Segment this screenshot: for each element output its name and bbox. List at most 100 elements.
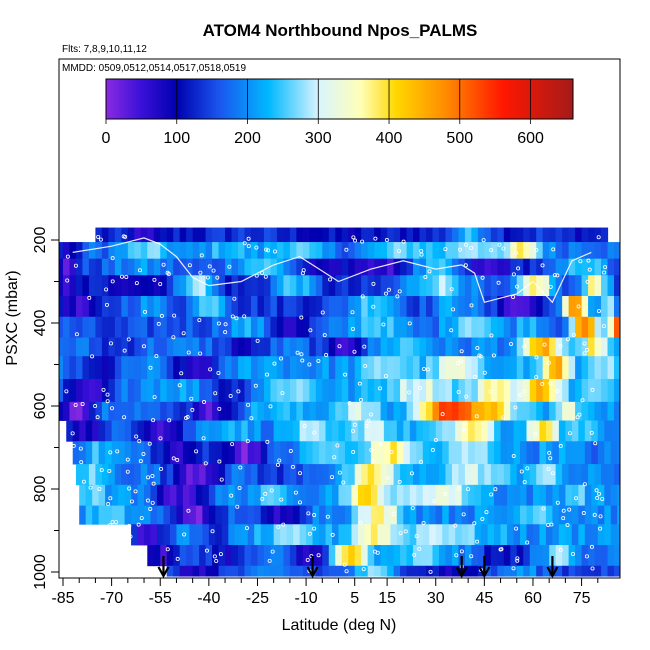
sample-dot xyxy=(161,262,166,267)
sample-dot xyxy=(87,295,92,300)
heatmap-cell xyxy=(121,464,129,486)
heatmap-cell xyxy=(121,316,129,338)
sample-dot xyxy=(234,316,239,321)
heatmap-cell xyxy=(575,379,583,403)
heatmap-cell xyxy=(477,545,485,567)
heatmap-cell xyxy=(542,258,550,276)
heatmap-cell xyxy=(182,505,191,525)
heatmap-cell xyxy=(244,565,252,577)
heatmap-cell xyxy=(516,545,524,567)
heatmap-cell xyxy=(419,296,427,318)
heatmap-cell xyxy=(114,337,122,357)
sample-dot xyxy=(548,284,553,289)
heatmap-cell xyxy=(400,337,408,357)
heatmap-cell xyxy=(354,296,362,318)
heatmap-cell xyxy=(354,356,362,380)
heatmap-cell xyxy=(212,316,220,338)
heatmap-cell xyxy=(247,441,255,465)
heatmap-cell xyxy=(173,316,181,338)
heatmap-cell xyxy=(370,484,378,506)
heatmap-cell xyxy=(215,441,223,465)
heatmap-cell xyxy=(562,275,570,297)
heatmap-cell xyxy=(578,420,586,442)
heatmap-cell xyxy=(273,441,281,465)
heatmap-cell xyxy=(341,316,349,338)
heatmap-cell xyxy=(212,275,220,297)
heatmap-cell xyxy=(205,401,213,421)
heatmap-cell xyxy=(134,227,142,243)
heatmap-cell xyxy=(225,296,233,318)
sample-dot xyxy=(70,431,75,436)
heatmap-cell xyxy=(231,227,239,243)
heatmap-cell xyxy=(192,545,200,567)
sample-dot xyxy=(230,314,235,319)
heatmap-cell xyxy=(458,356,466,380)
sample-dot xyxy=(577,412,582,417)
sample-dot xyxy=(114,526,119,531)
heatmap-cell xyxy=(254,505,262,525)
sample-dot xyxy=(594,488,599,493)
heatmap-cell xyxy=(438,275,447,297)
heatmap-cell xyxy=(212,356,220,380)
heatmap-cell xyxy=(250,379,259,403)
heatmap-cell xyxy=(426,401,434,421)
heatmap-cell xyxy=(348,275,356,297)
heatmap-cell xyxy=(565,420,573,442)
heatmap-cell xyxy=(312,484,320,506)
heatmap-cell xyxy=(565,524,573,546)
sample-dot xyxy=(297,500,302,505)
heatmap-cell xyxy=(614,401,620,421)
heatmap-cell xyxy=(312,524,320,546)
heatmap-cell xyxy=(588,545,596,567)
heatmap-cell xyxy=(490,545,498,567)
heatmap-cell xyxy=(108,379,116,403)
heatmap-cell xyxy=(166,242,174,260)
heatmap-cell xyxy=(422,524,430,546)
heatmap-cell xyxy=(614,296,620,318)
x-tick-label: -70 xyxy=(100,590,123,607)
sample-dot xyxy=(396,249,401,254)
heatmap-cell xyxy=(205,258,213,276)
heatmap-cell xyxy=(451,356,460,380)
heatmap-cell xyxy=(328,258,336,276)
heatmap-cell xyxy=(481,441,489,465)
sample-dot xyxy=(428,569,433,574)
heatmap-cell xyxy=(532,524,541,546)
heatmap-cell xyxy=(137,441,145,465)
heatmap-cell xyxy=(575,337,583,357)
heatmap-cell xyxy=(432,401,440,421)
heatmap-cell xyxy=(594,379,602,403)
sample-dot xyxy=(166,272,171,277)
heatmap-cell xyxy=(273,524,281,546)
heatmap-cell xyxy=(176,505,184,525)
sample-dot xyxy=(582,482,587,487)
sample-dot xyxy=(99,468,104,473)
heatmap-layer xyxy=(59,379,620,403)
sample-dot xyxy=(422,367,427,372)
heatmap-cell xyxy=(448,524,456,546)
sample-dot xyxy=(249,416,254,421)
heatmap-cell xyxy=(192,356,200,380)
heatmap-cell xyxy=(189,484,197,506)
sample-dot xyxy=(351,235,356,240)
sample-dot xyxy=(386,287,391,292)
heatmap-cell xyxy=(283,464,291,486)
heatmap-cell xyxy=(238,545,246,567)
heatmap-cell xyxy=(400,401,408,421)
heatmap-cell xyxy=(85,484,93,506)
heatmap-cell xyxy=(218,356,226,380)
heatmap-cell xyxy=(306,441,314,465)
sample-dot xyxy=(306,511,311,516)
heatmap-cell xyxy=(192,464,200,486)
heatmap-cell xyxy=(121,258,129,276)
heatmap-cell xyxy=(393,258,401,276)
heatmap-cell xyxy=(195,484,203,506)
heatmap-cell xyxy=(72,441,80,465)
heatmap-cell xyxy=(413,401,421,421)
heatmap-cell xyxy=(147,227,155,243)
sample-dot xyxy=(268,404,273,409)
heatmap-cell xyxy=(179,545,187,567)
sample-dot xyxy=(88,485,93,490)
heatmap-cell xyxy=(396,441,404,465)
heatmap-cell xyxy=(276,227,284,243)
